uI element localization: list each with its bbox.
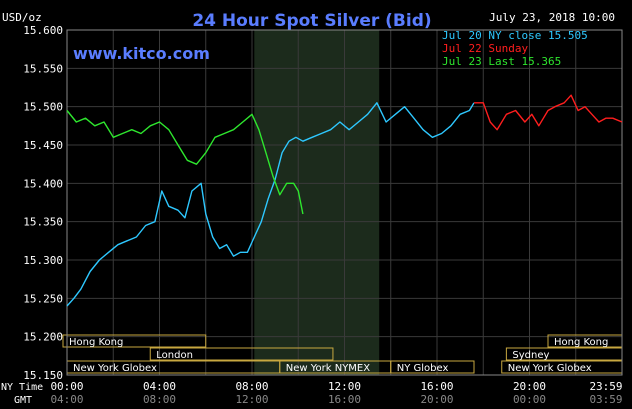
x-tick-label-ny: 16:00 [420, 380, 453, 393]
ny-time-label: NY Time [1, 382, 43, 393]
x-tick-label-ny: 23:59 [589, 380, 622, 393]
x-tick-labels: 00:00 04:00 08:00 12:00 16:00 20:00 23:5904:00… [50, 380, 622, 406]
y-tick-label: 15.300 [23, 254, 63, 267]
y-tick-label: 15.550 [23, 62, 63, 75]
series-line [66, 102, 475, 307]
x-tick-label-ny: 20:00 [513, 380, 546, 393]
gmt-label: GMT [14, 395, 32, 406]
date-label: July 23, 2018 10:00 [489, 11, 615, 24]
session-label: New York Globex [73, 363, 157, 374]
y-tick-label: 15.450 [23, 139, 63, 152]
y-tick-label: 15.250 [23, 292, 63, 305]
session-label: New York NYMEX [286, 363, 371, 374]
x-tick-label-ny: 08:00 [235, 380, 268, 393]
session-bar [390, 360, 475, 374]
series-line [66, 110, 304, 215]
session-bar [149, 347, 334, 361]
x-tick-label-gmt: 03:59 [589, 393, 622, 406]
y-tick-label: 15.400 [23, 177, 63, 190]
plot-border [66, 29, 623, 376]
session-label: NY Globex [397, 363, 449, 374]
watermark: www.kitco.com [73, 44, 210, 63]
session-label: Sydney [512, 350, 549, 361]
trading-sessions: Hong Kong London New York Globex New York N… [62, 334, 623, 374]
y-tick-label: 15.350 [23, 216, 63, 229]
x-tick-label-gmt: 12:00 [235, 393, 268, 406]
x-tick-label-ny: 04:00 [143, 380, 176, 393]
series-line [474, 94, 623, 131]
legend-item: Jul 20 NY close 15.505 [442, 29, 588, 42]
x-tick-label-gmt: 04:00 [50, 393, 83, 406]
chart-title: 24 Hour Spot Silver (Bid) [192, 11, 431, 31]
session-label: Hong Kong [554, 337, 608, 348]
y-tick-label: 15.500 [23, 101, 63, 114]
legend: Jul 20 NY close 15.505 Jul 22 Sunday Jul… [442, 29, 588, 68]
session-label: London [156, 350, 193, 361]
price-series [66, 94, 623, 307]
legend-item: Jul 22 Sunday [442, 42, 528, 55]
session-bar [62, 334, 207, 348]
x-tick-label-ny: 12:00 [328, 380, 361, 393]
x-tick-label-gmt: 00:00 [513, 393, 546, 406]
x-tick-label-gmt: 20:00 [420, 393, 453, 406]
x-tick-label-gmt: 16:00 [328, 393, 361, 406]
x-tick-label-ny: 00:00 [50, 380, 83, 393]
shaded-session-region [254, 30, 380, 375]
x-tick-label-gmt: 08:00 [143, 393, 176, 406]
units-label: USD/oz [2, 11, 42, 24]
legend-item: Jul 23 Last 15.365 [442, 55, 561, 68]
y-tick-label: 15.150 [23, 369, 63, 382]
session-label: Hong Kong [69, 337, 123, 348]
session-label: New York Globex [508, 363, 592, 374]
y-tick-label: 15.200 [23, 331, 63, 344]
y-tick-label: 15.600 [23, 24, 63, 37]
y-tick-labels: 15.600 15.550 15.500 15.450 15.400 15.350 15.3… [23, 24, 63, 382]
